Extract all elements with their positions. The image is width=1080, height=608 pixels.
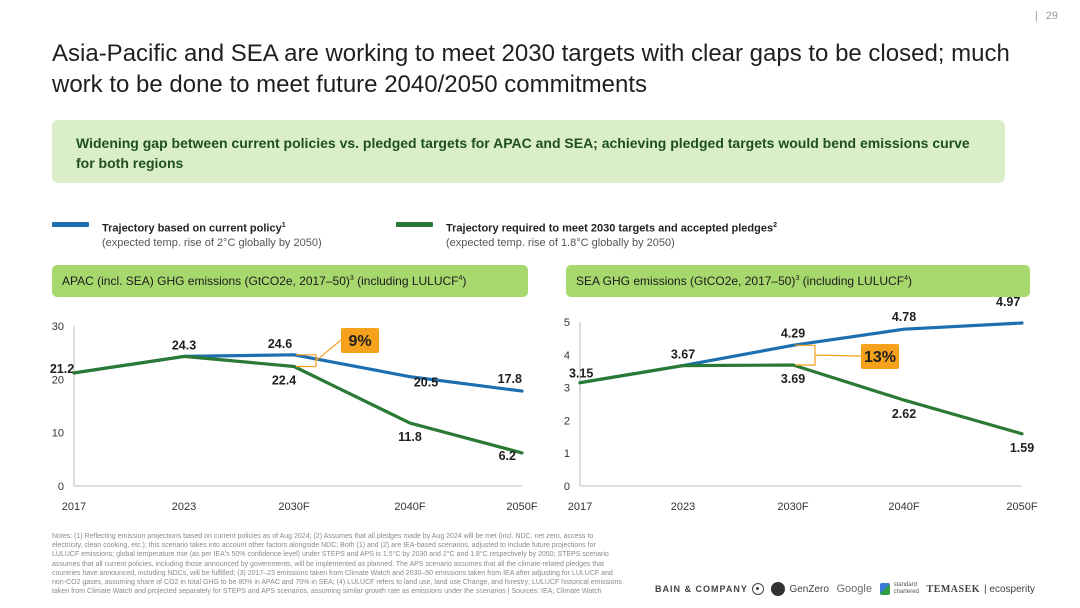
genzero-mark-icon (771, 582, 786, 596)
genzero-logo: GenZero (771, 582, 829, 596)
sea-series-line-pledged (578, 363, 1024, 436)
apac-gap-badge-label: 9% (348, 333, 371, 350)
apac-header-tail: (including LULUCF (353, 274, 459, 288)
apac-data-label: 21.2 (50, 362, 74, 376)
page-title: Asia-Pacific and SEA are working to meet… (52, 40, 1010, 98)
apac-panel-header: APAC (incl. SEA) GHG emissions (GtCO2e, … (52, 265, 528, 297)
apac-data-label: 6.2 (499, 449, 516, 463)
sea-x-tick-label: 2023 (671, 501, 695, 513)
sea-y-tick-label: 2 (564, 415, 570, 427)
legend-current-label: Trajectory based on current policy (102, 222, 282, 235)
apac-gap-badge (341, 328, 379, 353)
apac-series-line-pledged (72, 354, 524, 455)
apac-emissions-chart: 0 10 20 30 2017 2023 2030F 2040F 2050F 21.2 24.3 24… (50, 321, 538, 513)
footnotes: Notes: (1) Reflecting emission projectio… (52, 533, 622, 596)
apac-y-tick-label: 0 (58, 481, 64, 493)
apac-x-tick-label: 2017 (62, 501, 86, 513)
legend-pledged-swatch (396, 222, 433, 227)
sea-gap-badge (861, 344, 899, 369)
sea-data-label: 1.59 (1010, 441, 1034, 455)
sea-data-label: 3.69 (781, 372, 805, 386)
sea-header-sup1: 3 (795, 275, 800, 282)
bain-logo-text: BAIN & COMPANY (655, 584, 748, 594)
sea-data-label: 4.97 (996, 295, 1020, 309)
partner-logos: BAIN & COMPANY GenZero Google standard c… (655, 578, 1035, 600)
sc-logo-top: standard (893, 582, 917, 588)
legend-current-swatch (52, 222, 89, 227)
sc-logo-bottom: chartered (893, 589, 919, 595)
sea-header-main: SEA GHG emissions (GtCO2e, 2017–50) (576, 274, 796, 288)
apac-x-tick-label: 2050F (506, 501, 537, 513)
sea-y-tick-label: 3 (564, 383, 570, 395)
sea-emissions-chart: 0 1 2 3 4 5 2017 2023 2030F 2040F 2050F 3.15 3.67 4.2… (564, 295, 1038, 513)
sea-gap-badge-label: 13% (864, 349, 896, 366)
google-logo-text: Google (836, 583, 872, 595)
sea-data-label: 4.29 (781, 326, 805, 340)
apac-x-tick-label: 2040F (394, 501, 425, 513)
legend-current-sub: (expected temp. rise of 2°C globally by … (102, 236, 322, 249)
sea-y-tick-label: 5 (564, 317, 570, 329)
bain-logo: BAIN & COMPANY (655, 583, 764, 595)
sea-y-tick-label: 1 (564, 448, 570, 460)
apac-y-tick-label: 30 (52, 321, 64, 333)
sea-x-tick-label: 2030F (777, 501, 808, 513)
apac-data-label: 11.8 (398, 430, 422, 444)
apac-header-end: ) (462, 274, 467, 288)
sea-header-sup2: 4 (904, 275, 908, 282)
page-number-value: 29 (1045, 10, 1058, 22)
apac-data-label: 24.6 (268, 337, 292, 351)
sea-y-tick-label: 4 (564, 350, 570, 362)
sea-x-tick-label: 2050F (1006, 501, 1037, 513)
sea-data-label: 4.78 (892, 310, 916, 324)
legend-pledged-sup: 2 (773, 222, 777, 229)
apac-data-label: 22.4 (272, 374, 296, 388)
legend-current-sup: 1 (281, 222, 286, 229)
sea-header-tail: (including LULUCF (799, 274, 905, 288)
page-separator: | (1034, 10, 1038, 22)
bain-mark-icon (751, 583, 764, 595)
apac-x-tick-label: 2023 (172, 501, 196, 513)
sea-data-label: 3.67 (671, 348, 695, 362)
apac-y-tick-label: 20 (52, 374, 64, 386)
apac-data-label: 20.5 (414, 376, 438, 390)
legend-pledged-sub: (expected temp. rise of 1.8°C globally b… (446, 236, 675, 249)
sea-header-end: ) (907, 274, 912, 288)
key-message-banner: Widening gap between current policies vs… (52, 120, 1005, 183)
sea-data-label: 3.15 (569, 367, 593, 381)
apac-series-line-current (72, 353, 524, 393)
genzero-logo-text: GenZero (789, 583, 829, 595)
apac-x-tick-label: 2030F (278, 501, 309, 513)
apac-header-sup2: 4 (458, 275, 463, 282)
apac-y-tick-label: 10 (52, 428, 64, 440)
sea-x-tick-label: 2040F (888, 501, 919, 513)
apac-header-sup1: 3 (349, 275, 354, 282)
sea-y-tick-label: 0 (564, 481, 570, 493)
page-number: | 29 (1035, 10, 1058, 22)
ecosperity-logo-text: | ecosperity (984, 583, 1035, 595)
standard-chartered-logo: standard chartered (879, 582, 919, 596)
apac-gap-connector (315, 339, 342, 362)
sea-gap-connector (814, 354, 862, 357)
google-logo: Google (837, 583, 872, 595)
standard-chartered-mark-icon (879, 583, 890, 595)
sea-gap-bracket (795, 344, 816, 366)
legend-pledged-label: Trajectory required to meet 2030 targets… (446, 222, 774, 235)
sea-panel-header: SEA GHG emissions (GtCO2e, 2017–50)3 (in… (566, 265, 1030, 297)
apac-data-label: 17.8 (498, 372, 522, 386)
temasek-logo-text: TEMASEK (926, 583, 981, 595)
apac-data-label: 24.3 (172, 338, 196, 352)
sea-data-label: 2.62 (892, 407, 916, 421)
sea-x-tick-label: 2017 (568, 501, 592, 513)
apac-header-main: APAC (incl. SEA) GHG emissions (GtCO2e, … (62, 274, 350, 288)
temasek-ecosperity-logo: TEMASEK | ecosperity (927, 584, 1035, 595)
